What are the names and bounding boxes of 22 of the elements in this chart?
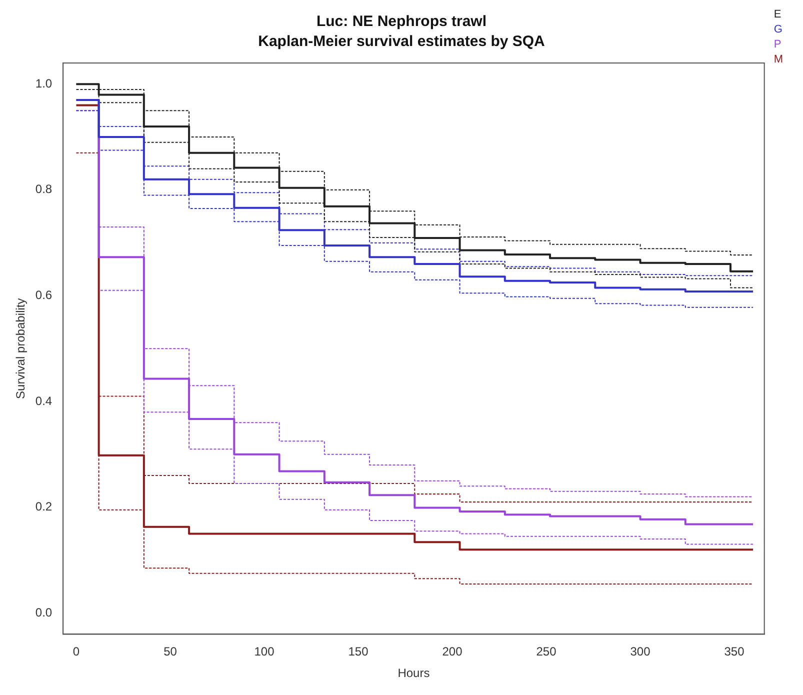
x-tick-label: 350 <box>724 644 745 659</box>
x-tick-label: 250 <box>536 644 557 659</box>
x-tick-label: 100 <box>254 644 275 659</box>
chart-title: Luc: NE Nephrops trawl <box>316 13 487 30</box>
y-tick-label: 0.6 <box>35 288 52 302</box>
x-tick-label: 50 <box>164 644 178 659</box>
y-tick-label: 1.0 <box>35 76 52 90</box>
x-tick-label: 0 <box>72 644 80 659</box>
text: G <box>774 24 782 36</box>
y-tick-label: 0.0 <box>35 605 52 620</box>
text: M <box>774 54 784 66</box>
x-tick-label: 150 <box>348 644 369 659</box>
y-axis-title: Survival probability <box>14 298 28 399</box>
x-tick-label: 200 <box>442 644 463 659</box>
chart-subtitle: Kaplan-Meier survival estimates by SQA <box>258 33 546 50</box>
text: E <box>774 8 782 21</box>
y-tick-label: 0.8 <box>35 182 52 196</box>
text: P <box>774 38 782 51</box>
y-tick-label: 0.4 <box>35 394 52 408</box>
x-tick-label: 300 <box>630 644 651 659</box>
x-axis-title: Hours <box>398 666 430 680</box>
y-tick-label: 0.2 <box>35 500 52 514</box>
